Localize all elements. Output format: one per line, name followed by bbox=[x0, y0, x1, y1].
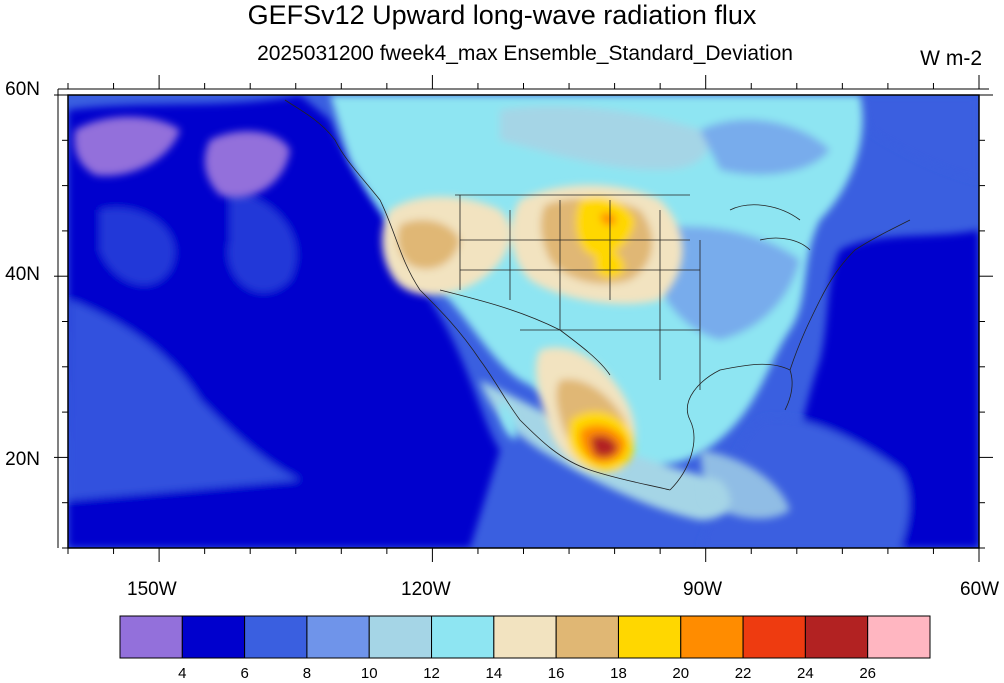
data-field bbox=[68, 95, 979, 548]
colorbar-level-label: 4 bbox=[178, 665, 187, 682]
colorbar-level-label: 16 bbox=[547, 665, 565, 682]
colorbar bbox=[119, 615, 931, 659]
lat-label-40n: 40N bbox=[5, 264, 40, 285]
colorbar-level-label: 22 bbox=[734, 665, 752, 682]
colorbar-swatch bbox=[680, 615, 744, 659]
colorbar-swatch bbox=[867, 615, 931, 659]
gulf-of-alaska-minimum bbox=[74, 116, 290, 198]
map-title: GEFSv12 Upward long-wave radiation flux bbox=[247, 0, 757, 30]
colorbar-swatch bbox=[742, 615, 806, 659]
colorbar-level-label: 8 bbox=[302, 665, 312, 682]
high-spread-regions bbox=[382, 185, 683, 473]
colorbar-swatch bbox=[181, 615, 246, 659]
colorbar-swatch bbox=[804, 615, 869, 659]
coastal-accents bbox=[499, 400, 790, 519]
colorbar-level-label: 6 bbox=[240, 665, 249, 682]
lat-label-20n: 20N bbox=[5, 449, 40, 470]
colorbar-swatch bbox=[306, 615, 370, 659]
lon-label-60w: 60W bbox=[960, 579, 1000, 600]
colorbar-level-label: 10 bbox=[360, 665, 378, 682]
colorbar-level-label: 14 bbox=[485, 665, 503, 682]
map-subtitle: 2025031200 fweek4_max Ensemble_Standard_… bbox=[257, 42, 793, 65]
colorbar-level-label: 26 bbox=[859, 665, 877, 682]
colorbar-swatch bbox=[617, 615, 682, 659]
lon-label-150w: 150W bbox=[127, 579, 177, 600]
colorbar-level-label: 24 bbox=[797, 665, 814, 682]
colorbar-level-label: 18 bbox=[610, 665, 627, 682]
lon-label-90w: 90W bbox=[683, 579, 723, 600]
colorbar-level-label: 20 bbox=[672, 665, 690, 682]
lon-label-120w: 120W bbox=[401, 579, 451, 600]
colorbar-swatch bbox=[555, 615, 619, 659]
units-label: W m-2 bbox=[920, 47, 982, 70]
colorbar-swatch bbox=[244, 615, 308, 659]
colorbar-swatch bbox=[368, 615, 433, 659]
pacific-low-spread bbox=[68, 95, 500, 548]
colorbar-swatch bbox=[493, 615, 557, 659]
axis-ticks bbox=[54, 75, 993, 562]
colorbar-swatch bbox=[119, 615, 183, 659]
colorbar-level-label: 12 bbox=[423, 665, 440, 682]
coastlines-and-borders bbox=[284, 99, 911, 491]
lat-label-60n: 60N bbox=[5, 79, 40, 100]
colorbar-swatch bbox=[431, 615, 495, 659]
